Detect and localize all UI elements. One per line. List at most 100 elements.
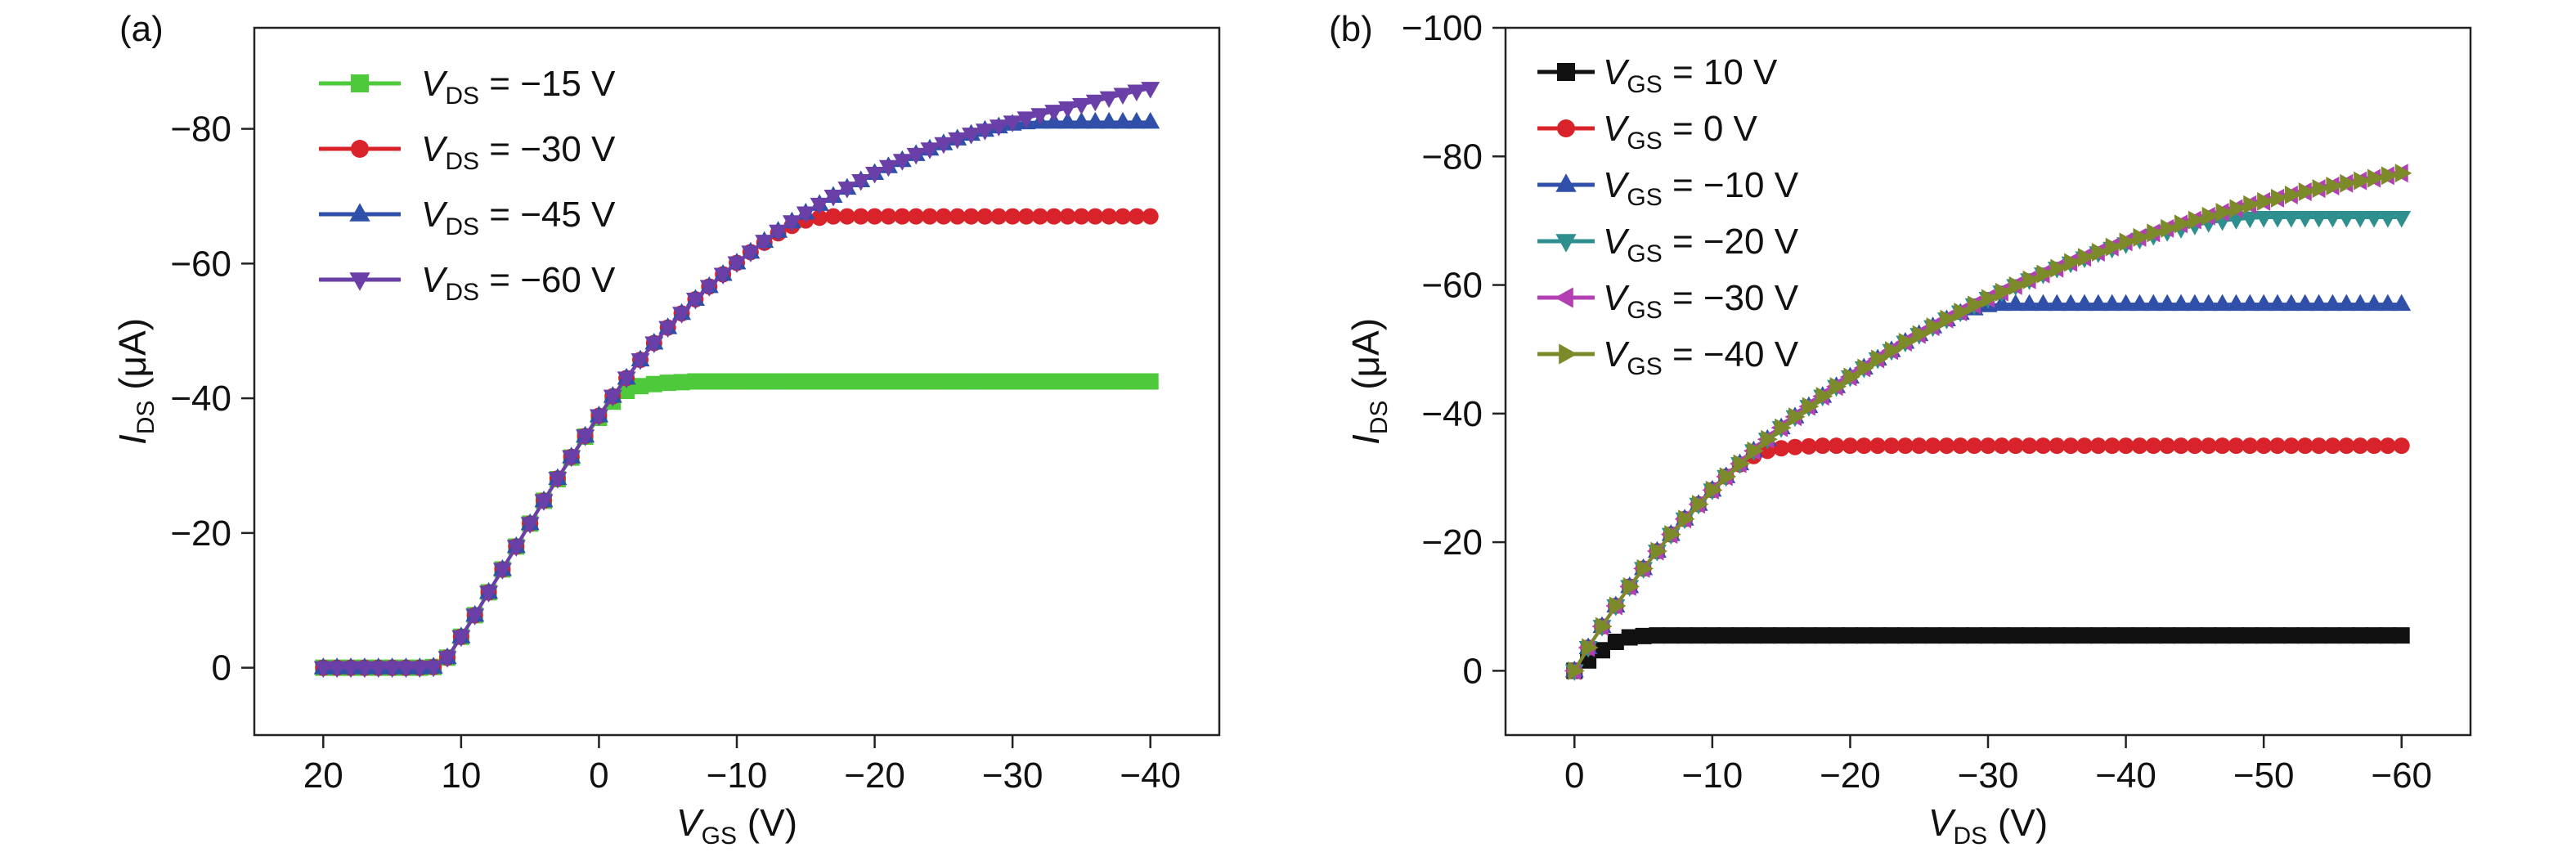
data-point (1087, 373, 1104, 390)
data-point (1636, 558, 1654, 578)
data-point (2282, 627, 2300, 644)
data-point (313, 661, 333, 679)
data-point (2269, 437, 2286, 455)
data-point (894, 208, 911, 225)
data-point (2354, 171, 2371, 191)
data-point (1995, 282, 2013, 302)
y-axis-subscript: DS (132, 401, 159, 435)
data-point (1992, 294, 2012, 312)
x-axis-label: VDS (V) (1928, 801, 2048, 850)
data-point (2076, 437, 2093, 455)
data-point (922, 373, 938, 390)
legend-label: VGS = −10 V (1603, 165, 1799, 211)
data-point (2020, 294, 2040, 312)
data-point (1058, 111, 1078, 129)
legend-label: VDS = −15 V (421, 64, 616, 110)
data-point (506, 540, 526, 557)
data-point (2188, 210, 2206, 230)
data-point (949, 373, 966, 390)
data-point (2336, 210, 2356, 228)
x-tick-label: −40 (1120, 756, 1181, 796)
data-point (727, 256, 747, 274)
x-axis-subscript: DS (1953, 823, 1987, 850)
legend-label: VGS = 10 V (1603, 52, 1778, 98)
data-point (1582, 638, 1599, 657)
data-point (2310, 437, 2327, 455)
data-point (2103, 627, 2120, 644)
data-point (2378, 294, 2398, 312)
data-point (796, 206, 815, 224)
data-point (2298, 182, 2316, 202)
data-point (2133, 227, 2150, 247)
data-point (989, 119, 1008, 137)
legend-label: VGS = −30 V (1603, 278, 1799, 324)
data-point (963, 373, 980, 390)
data-point (410, 661, 429, 679)
data-point (644, 336, 664, 354)
series-3 (313, 82, 1160, 679)
data-point (2309, 294, 2329, 312)
data-point (1058, 101, 1078, 119)
data-point (2089, 627, 2107, 644)
x-axis-subscript: GS (702, 823, 737, 850)
data-point (1113, 87, 1133, 105)
data-point (1924, 627, 1941, 644)
data-point (2117, 627, 2134, 644)
data-point (2062, 627, 2080, 644)
data-point (534, 494, 554, 511)
legend-value: = −10 V (1663, 165, 1799, 205)
data-point (2061, 294, 2080, 312)
legend-subscript: DS (445, 213, 479, 240)
data-point (1968, 295, 1985, 315)
data-point (631, 353, 650, 370)
data-point (699, 280, 719, 297)
x-axis-label: VGS (V) (676, 801, 797, 850)
data-point (2324, 627, 2341, 644)
legend-item: VDS = −15 V (319, 64, 616, 110)
data-point (2129, 294, 2149, 312)
panel-label: (a) (119, 9, 164, 49)
data-point (1607, 633, 1624, 650)
data-point (1856, 627, 1873, 644)
data-point (2214, 627, 2231, 644)
data-point (2340, 173, 2357, 193)
data-point (2021, 437, 2038, 455)
data-point (1128, 373, 1145, 390)
data-point (1912, 325, 1930, 344)
legend-symbol: V (1603, 109, 1630, 149)
legend-marker (349, 272, 370, 291)
data-point (1031, 373, 1048, 390)
y-axis-unit: (μA) (111, 318, 154, 401)
data-point (2008, 276, 2026, 295)
data-point (851, 174, 871, 191)
data-point (880, 208, 897, 225)
data-point (2282, 437, 2300, 455)
data-point (1635, 627, 1652, 644)
data-point (1926, 317, 1944, 337)
legend-item: VDS = −30 V (319, 129, 616, 175)
data-point (2201, 206, 2219, 226)
legend-marker (1555, 287, 1573, 308)
data-point (1857, 358, 1874, 378)
x-tick-label: −10 (707, 756, 768, 796)
legend-label: VDS = −60 V (421, 260, 616, 306)
legend-label: VGS = −40 V (1603, 334, 1799, 380)
data-point (1940, 309, 1957, 329)
data-point (2326, 176, 2343, 195)
panel-label: (b) (1329, 9, 1373, 49)
data-point (2145, 437, 2162, 455)
y-tick-label: −100 (1402, 8, 1483, 48)
data-point (2254, 294, 2273, 312)
data-point (880, 373, 897, 390)
x-tick-label: −30 (1958, 756, 2019, 796)
y-axis-symbol: I (1344, 434, 1387, 445)
data-point (963, 208, 980, 225)
x-axis-symbol: V (676, 801, 705, 844)
data-point (1128, 208, 1145, 225)
data-point (2173, 627, 2189, 644)
data-point (1664, 525, 1681, 545)
data-point (2171, 294, 2191, 312)
data-point (1085, 94, 1105, 112)
legend-subscript: GS (1627, 297, 1662, 324)
data-point (906, 147, 926, 165)
